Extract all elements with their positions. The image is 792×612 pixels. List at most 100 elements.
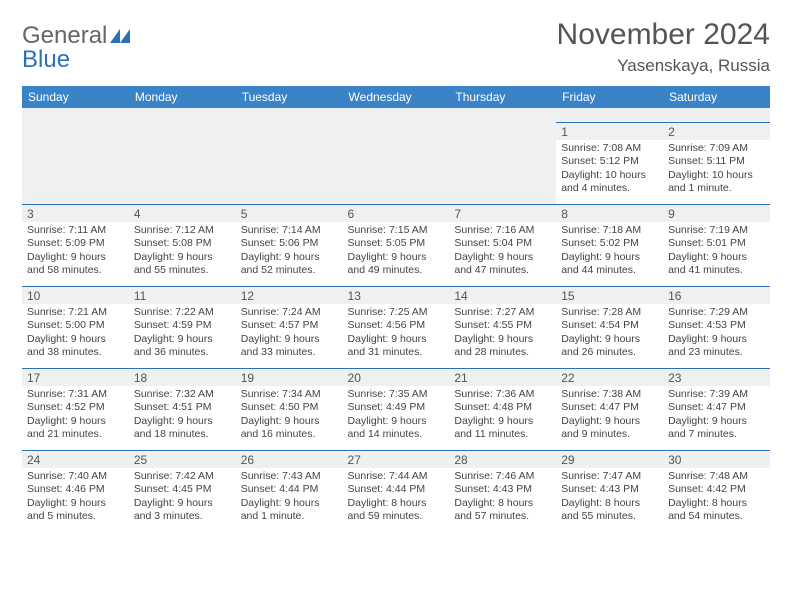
day-details: Sunrise: 7:08 AMSunset: 5:12 PMDaylight:… (556, 140, 663, 201)
sunset-text: Sunset: 4:50 PM (241, 401, 338, 415)
week-row: 24Sunrise: 7:40 AMSunset: 4:46 PMDayligh… (22, 450, 770, 532)
day-cell: 12Sunrise: 7:24 AMSunset: 4:57 PMDayligh… (236, 286, 343, 368)
sunset-text: Sunset: 4:52 PM (27, 401, 124, 415)
sunrise-text: Sunrise: 7:42 AM (134, 470, 231, 484)
sunrise-text: Sunrise: 7:16 AM (454, 224, 551, 238)
spacer-row (22, 108, 770, 122)
daylight-text: Daylight: 9 hours and 38 minutes. (27, 333, 124, 360)
sunset-text: Sunset: 5:02 PM (561, 237, 658, 251)
day-number: 2 (663, 123, 770, 140)
day-details: Sunrise: 7:42 AMSunset: 4:45 PMDaylight:… (129, 468, 236, 529)
day-cell: 17Sunrise: 7:31 AMSunset: 4:52 PMDayligh… (22, 368, 129, 450)
daylight-text: Daylight: 9 hours and 36 minutes. (134, 333, 231, 360)
day-details: Sunrise: 7:34 AMSunset: 4:50 PMDaylight:… (236, 386, 343, 447)
day-details: Sunrise: 7:38 AMSunset: 4:47 PMDaylight:… (556, 386, 663, 447)
day-number: 8 (556, 205, 663, 222)
day-cell: .. (449, 122, 556, 204)
sunset-text: Sunset: 4:45 PM (134, 483, 231, 497)
daylight-text: Daylight: 9 hours and 33 minutes. (241, 333, 338, 360)
sunset-text: Sunset: 5:01 PM (668, 237, 765, 251)
weekday-header: Monday (129, 86, 236, 108)
day-number: 11 (129, 287, 236, 304)
sunset-text: Sunset: 4:42 PM (668, 483, 765, 497)
day-cell: 10Sunrise: 7:21 AMSunset: 5:00 PMDayligh… (22, 286, 129, 368)
day-details: Sunrise: 7:14 AMSunset: 5:06 PMDaylight:… (236, 222, 343, 283)
sunset-text: Sunset: 5:08 PM (134, 237, 231, 251)
day-details: Sunrise: 7:25 AMSunset: 4:56 PMDaylight:… (343, 304, 450, 365)
weekday-header: Saturday (663, 86, 770, 108)
sunrise-text: Sunrise: 7:46 AM (454, 470, 551, 484)
daylight-text: Daylight: 9 hours and 21 minutes. (27, 415, 124, 442)
calendar-body: ..........1Sunrise: 7:08 AMSunset: 5:12 … (22, 108, 770, 532)
day-cell: .. (236, 122, 343, 204)
day-number: 5 (236, 205, 343, 222)
daylight-text: Daylight: 9 hours and 18 minutes. (134, 415, 231, 442)
daylight-text: Daylight: 9 hours and 31 minutes. (348, 333, 445, 360)
daylight-text: Daylight: 9 hours and 11 minutes. (454, 415, 551, 442)
sunrise-text: Sunrise: 7:19 AM (668, 224, 765, 238)
day-cell: 23Sunrise: 7:39 AMSunset: 4:47 PMDayligh… (663, 368, 770, 450)
day-details: Sunrise: 7:28 AMSunset: 4:54 PMDaylight:… (556, 304, 663, 365)
week-row: 10Sunrise: 7:21 AMSunset: 5:00 PMDayligh… (22, 286, 770, 368)
sunrise-text: Sunrise: 7:28 AM (561, 306, 658, 320)
sunrise-text: Sunrise: 7:31 AM (27, 388, 124, 402)
day-cell: 25Sunrise: 7:42 AMSunset: 4:45 PMDayligh… (129, 450, 236, 532)
sunrise-text: Sunrise: 7:09 AM (668, 142, 765, 156)
daylight-text: Daylight: 9 hours and 5 minutes. (27, 497, 124, 524)
day-details: Sunrise: 7:32 AMSunset: 4:51 PMDaylight:… (129, 386, 236, 447)
brand-part1: General (22, 22, 107, 49)
daylight-text: Daylight: 8 hours and 57 minutes. (454, 497, 551, 524)
day-details: Sunrise: 7:15 AMSunset: 5:05 PMDaylight:… (343, 222, 450, 283)
day-cell: 20Sunrise: 7:35 AMSunset: 4:49 PMDayligh… (343, 368, 450, 450)
sunset-text: Sunset: 4:43 PM (454, 483, 551, 497)
day-cell: 21Sunrise: 7:36 AMSunset: 4:48 PMDayligh… (449, 368, 556, 450)
day-details: Sunrise: 7:09 AMSunset: 5:11 PMDaylight:… (663, 140, 770, 201)
day-details: Sunrise: 7:12 AMSunset: 5:08 PMDaylight:… (129, 222, 236, 283)
sunrise-text: Sunrise: 7:35 AM (348, 388, 445, 402)
day-number: 10 (22, 287, 129, 304)
day-number: 22 (556, 369, 663, 386)
calendar-table: Sunday Monday Tuesday Wednesday Thursday… (22, 86, 770, 532)
day-cell: 9Sunrise: 7:19 AMSunset: 5:01 PMDaylight… (663, 204, 770, 286)
sunrise-text: Sunrise: 7:18 AM (561, 224, 658, 238)
sunrise-text: Sunrise: 7:40 AM (27, 470, 124, 484)
day-cell: 22Sunrise: 7:38 AMSunset: 4:47 PMDayligh… (556, 368, 663, 450)
daylight-text: Daylight: 9 hours and 41 minutes. (668, 251, 765, 278)
weekday-header: Friday (556, 86, 663, 108)
sunset-text: Sunset: 5:09 PM (27, 237, 124, 251)
day-details: Sunrise: 7:47 AMSunset: 4:43 PMDaylight:… (556, 468, 663, 529)
sunset-text: Sunset: 4:51 PM (134, 401, 231, 415)
brand-part2: Blue (22, 46, 70, 73)
sunset-text: Sunset: 4:44 PM (348, 483, 445, 497)
sunset-text: Sunset: 5:04 PM (454, 237, 551, 251)
day-number: 15 (556, 287, 663, 304)
header: GeneralBlue November 2024 Yasenskaya, Ru… (22, 18, 770, 76)
day-details: Sunrise: 7:16 AMSunset: 5:04 PMDaylight:… (449, 222, 556, 283)
day-details: Sunrise: 7:22 AMSunset: 4:59 PMDaylight:… (129, 304, 236, 365)
day-number: 28 (449, 451, 556, 468)
sunset-text: Sunset: 4:54 PM (561, 319, 658, 333)
weekday-header: Thursday (449, 86, 556, 108)
daylight-text: Daylight: 9 hours and 58 minutes. (27, 251, 124, 278)
day-number: 13 (343, 287, 450, 304)
day-details: Sunrise: 7:31 AMSunset: 4:52 PMDaylight:… (22, 386, 129, 447)
daylight-text: Daylight: 9 hours and 1 minute. (241, 497, 338, 524)
day-number: 26 (236, 451, 343, 468)
sunrise-text: Sunrise: 7:44 AM (348, 470, 445, 484)
day-number: 3 (22, 205, 129, 222)
daylight-text: Daylight: 9 hours and 47 minutes. (454, 251, 551, 278)
sunset-text: Sunset: 4:47 PM (561, 401, 658, 415)
day-details: Sunrise: 7:24 AMSunset: 4:57 PMDaylight:… (236, 304, 343, 365)
daylight-text: Daylight: 9 hours and 26 minutes. (561, 333, 658, 360)
logo-mark-icon (110, 22, 130, 49)
daylight-text: Daylight: 9 hours and 16 minutes. (241, 415, 338, 442)
month-title: November 2024 (557, 18, 770, 52)
daylight-text: Daylight: 9 hours and 9 minutes. (561, 415, 658, 442)
sunset-text: Sunset: 5:11 PM (668, 155, 765, 169)
weekday-header: Wednesday (343, 86, 450, 108)
day-number: 24 (22, 451, 129, 468)
weekday-header: Sunday (22, 86, 129, 108)
daylight-text: Daylight: 8 hours and 55 minutes. (561, 497, 658, 524)
sunset-text: Sunset: 5:12 PM (561, 155, 658, 169)
day-cell: 14Sunrise: 7:27 AMSunset: 4:55 PMDayligh… (449, 286, 556, 368)
